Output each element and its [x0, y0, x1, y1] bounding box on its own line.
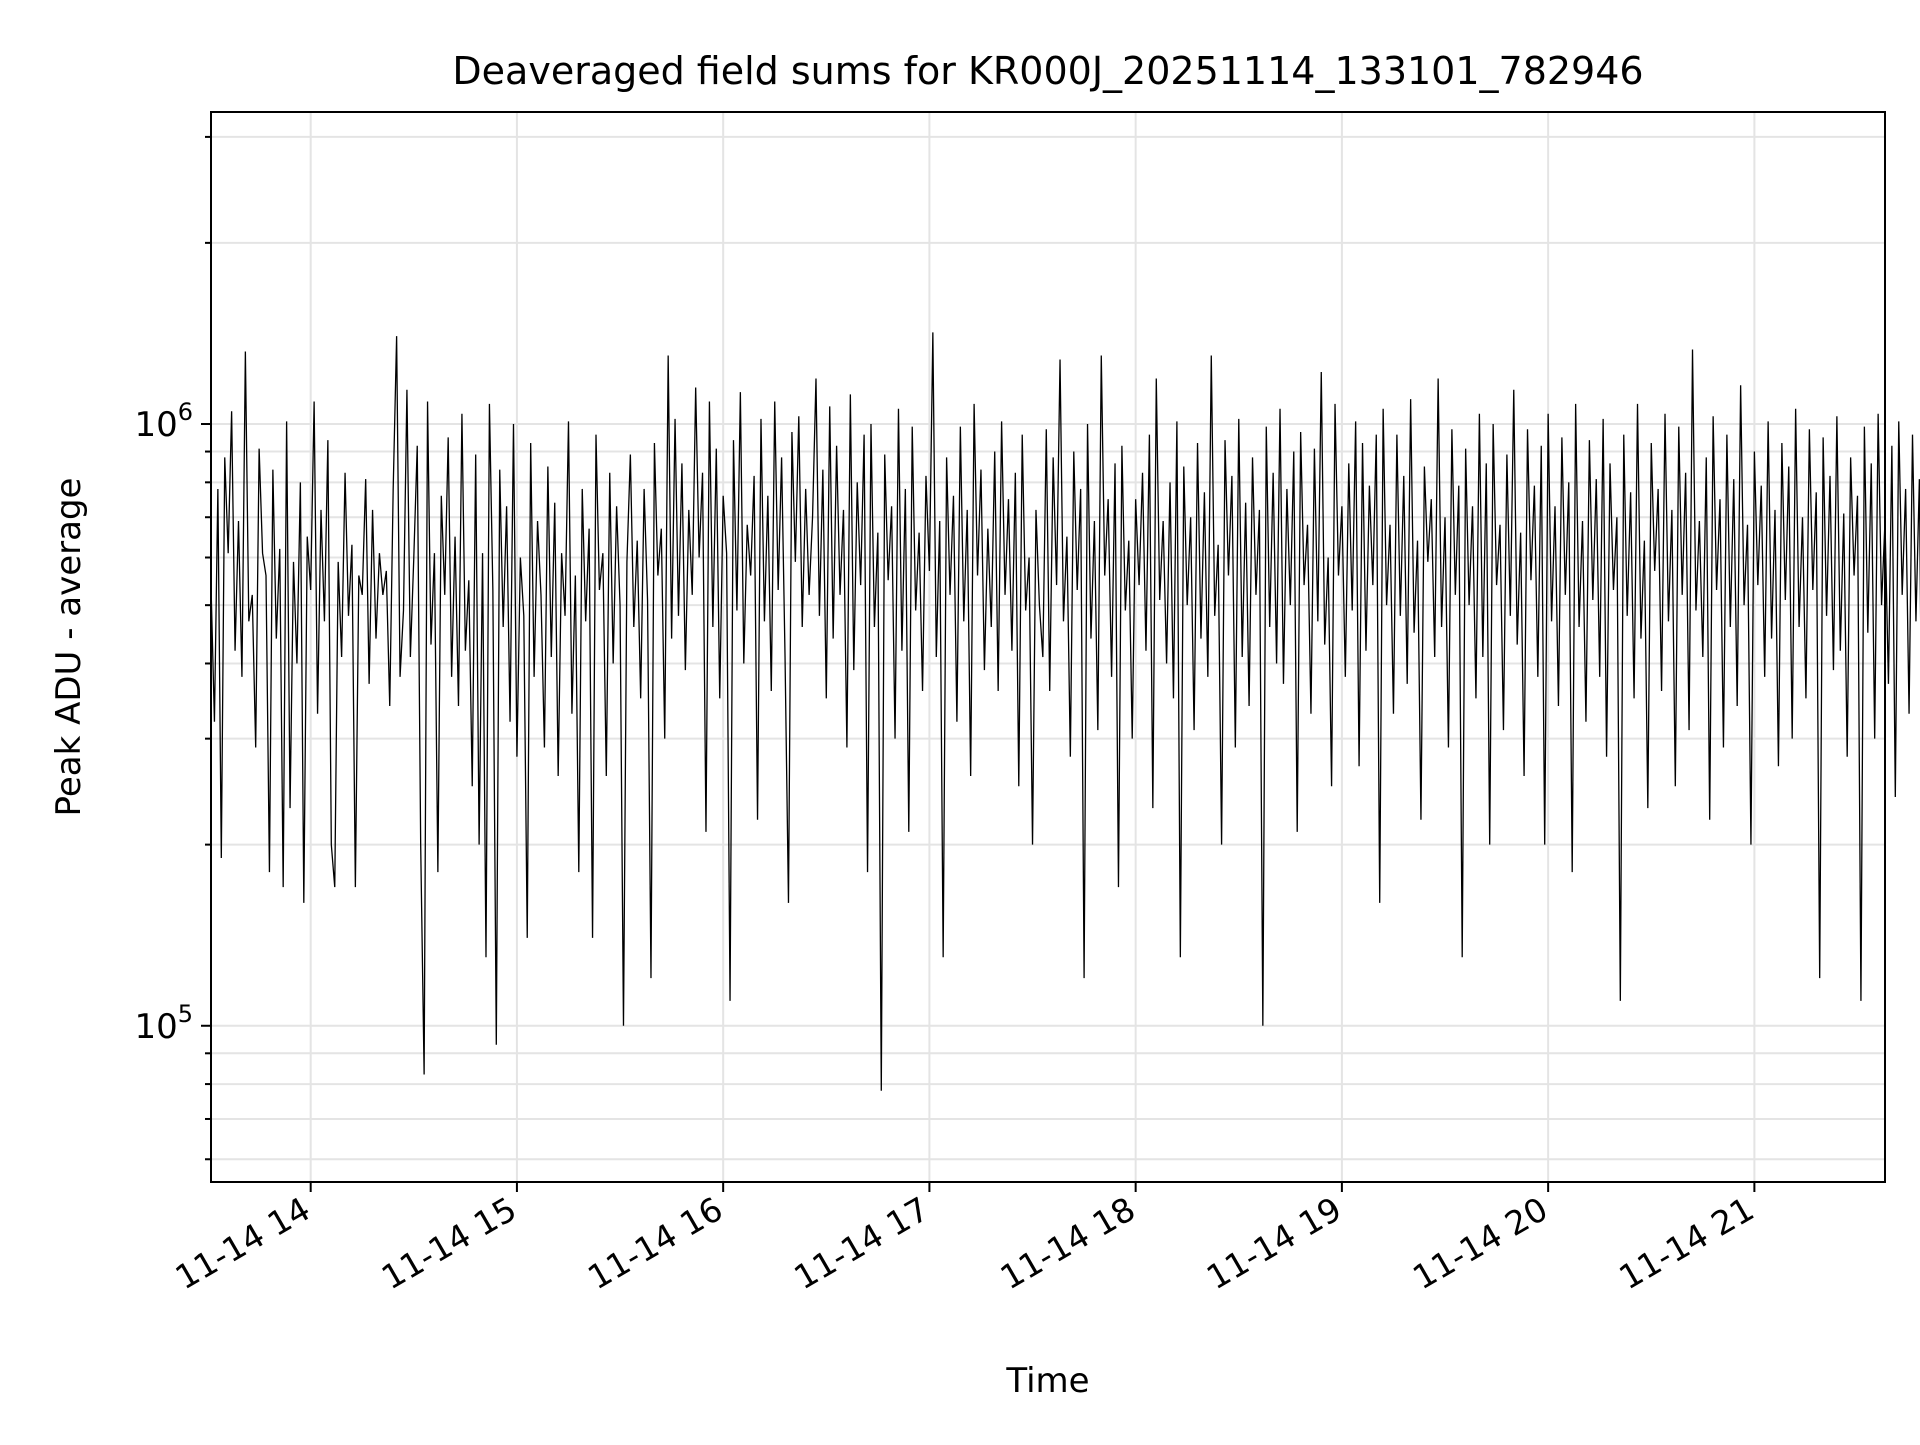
x-axis-label: Time — [1005, 1361, 1089, 1401]
x-tick-label: 11-14 16 — [581, 1189, 729, 1297]
y-tick-label: 106 — [134, 398, 193, 445]
x-tick-label: 11-14 14 — [169, 1189, 317, 1297]
x-tick-label: 11-14 17 — [787, 1189, 935, 1297]
y-axis-label: Peak ADU - average — [49, 478, 89, 817]
series-line — [210, 332, 1920, 1091]
x-tick-label: 11-14 15 — [375, 1189, 523, 1297]
x-tick-label: 11-14 19 — [1200, 1189, 1348, 1297]
chart-title: Deaveraged field sums for KR000J_2025111… — [452, 49, 1643, 93]
y-tick-label: 105 — [134, 1000, 193, 1047]
axes: 11-14 14 11-14 15 11-14 16 11-14 17 11-14 18… — [134, 135, 1760, 1297]
x-tick-label: 11-14 21 — [1612, 1189, 1760, 1297]
plot-frame — [210, 111, 1886, 1183]
grid-lines — [211, 112, 1885, 1182]
x-tick-label: 11-14 20 — [1406, 1189, 1554, 1297]
data-area — [210, 332, 1920, 1091]
x-tick-label: 11-14 18 — [994, 1189, 1142, 1297]
